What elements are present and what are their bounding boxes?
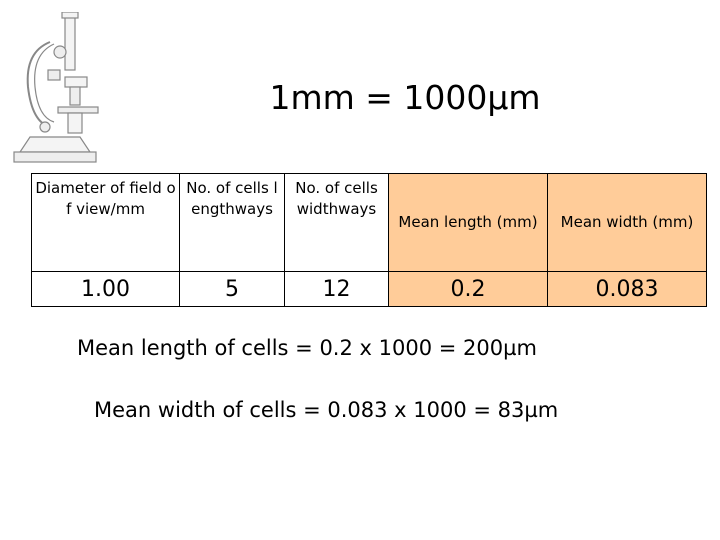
header-cell: Mean width (mm) bbox=[547, 173, 707, 272]
note: Mean length of cells = 0.2 x 1000 = 200µ… bbox=[77, 336, 537, 360]
data-cell: 5 bbox=[179, 271, 285, 307]
data-cell: 1.00 bbox=[31, 271, 180, 307]
data-cell: 12 bbox=[284, 271, 389, 307]
header-cell: No. of cells widthways bbox=[284, 173, 389, 272]
microscope-icon bbox=[13, 12, 99, 163]
data-table: Diameter of field of view/mm No. of cell… bbox=[31, 173, 707, 307]
header-cell: Diameter of field of view/mm bbox=[31, 173, 180, 272]
data-cell: 0.083 bbox=[547, 271, 707, 307]
data-cell: 0.2 bbox=[388, 271, 548, 307]
header-cell: Mean length (mm) bbox=[388, 173, 548, 272]
data-row: 1.00 5 12 0.2 0.083 bbox=[31, 271, 707, 307]
title: 1mm = 1000µm bbox=[269, 78, 541, 117]
note: Mean width of cells = 0.083 x 1000 = 83µ… bbox=[94, 398, 559, 422]
header-row: Diameter of field of view/mm No. of cell… bbox=[31, 173, 707, 272]
header-cell: No. of cells lengthways bbox=[179, 173, 285, 272]
